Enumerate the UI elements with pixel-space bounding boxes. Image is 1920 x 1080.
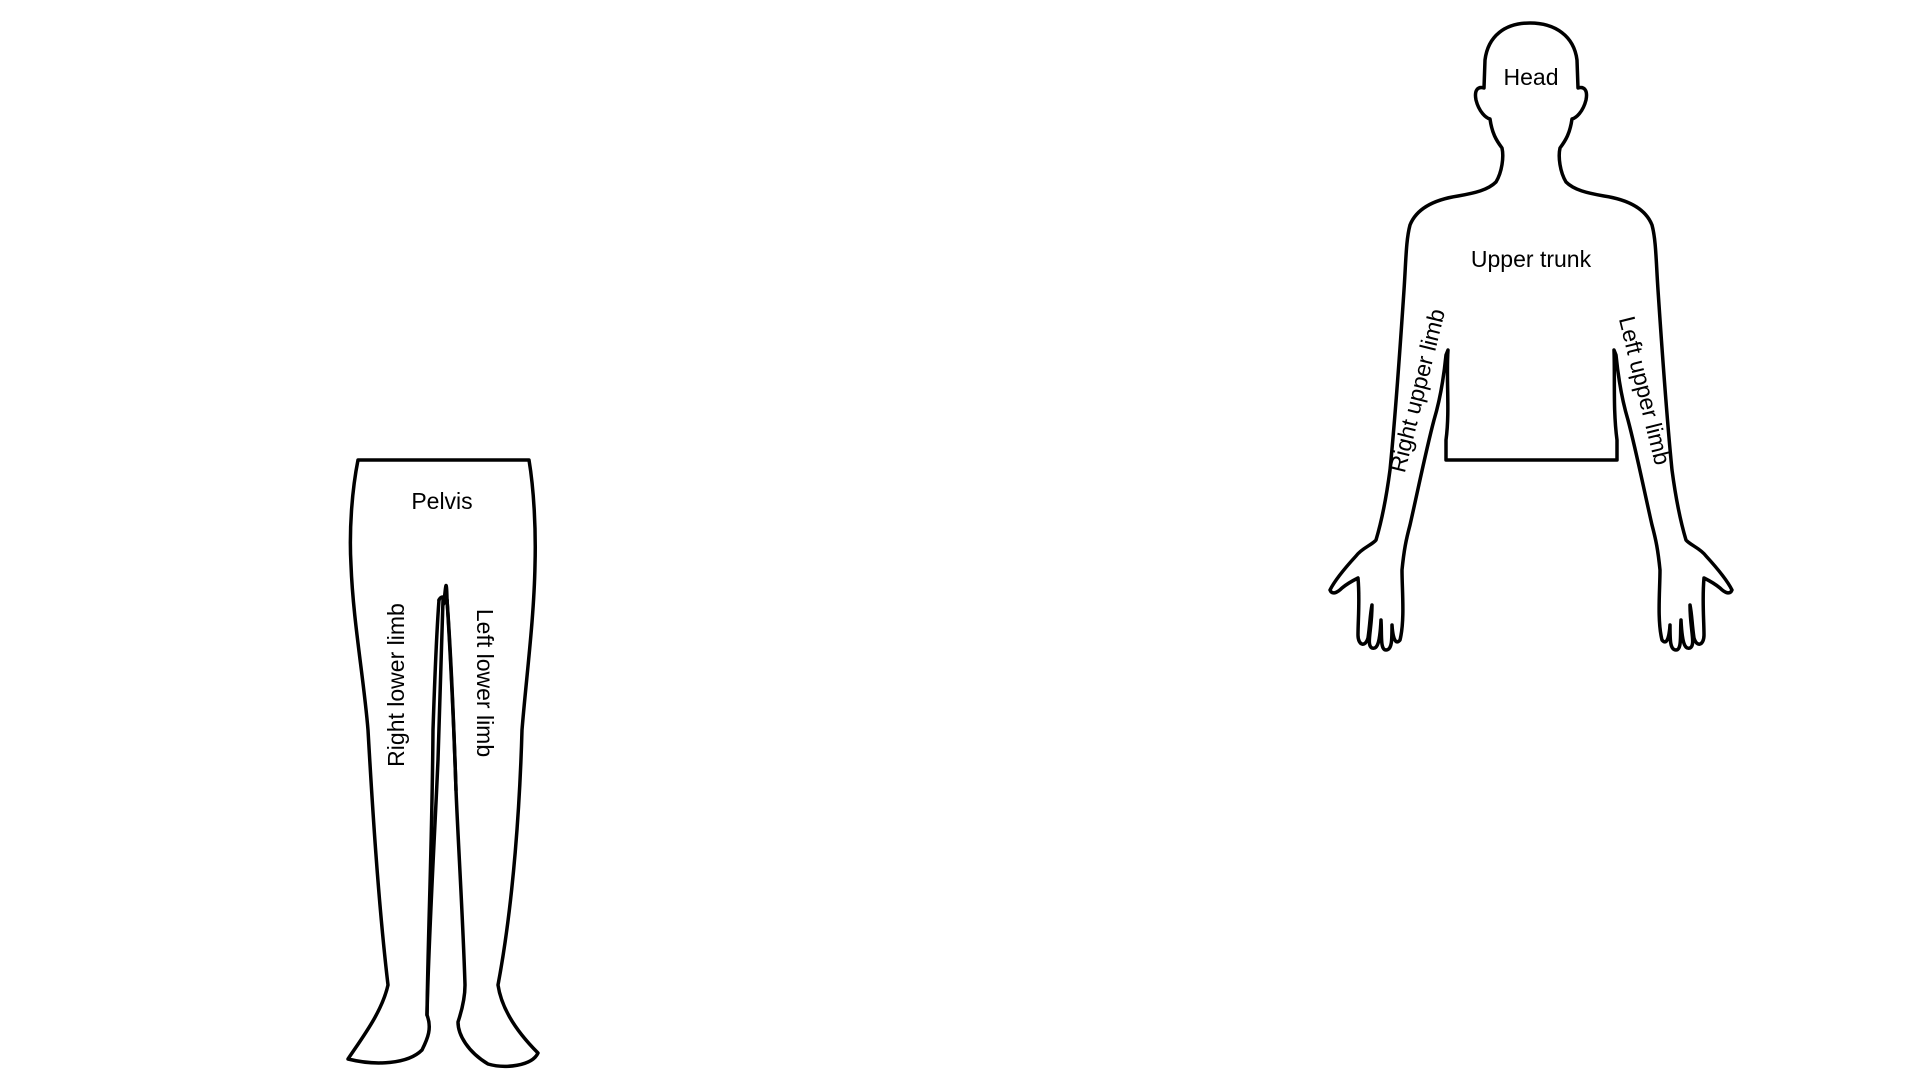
leg-split-line [425,598,458,1017]
left-lower-limb-label: Left lower limb [472,609,498,757]
head-label: Head [1504,64,1559,90]
crotch-line [437,595,449,602]
lower-body-outline [346,458,540,1068]
right-lower-limb-label: Right lower limb [383,603,409,767]
upper-trunk-label: Upper trunk [1471,246,1592,272]
lower-body-figure: Pelvis Right lower limb Left lower limb [346,458,540,1068]
upper-body-outline [1328,21,1734,652]
upper-body-figure: Head Upper trunk Right upper limb Left u… [1328,21,1734,652]
pelvis-label: Pelvis [411,488,472,514]
